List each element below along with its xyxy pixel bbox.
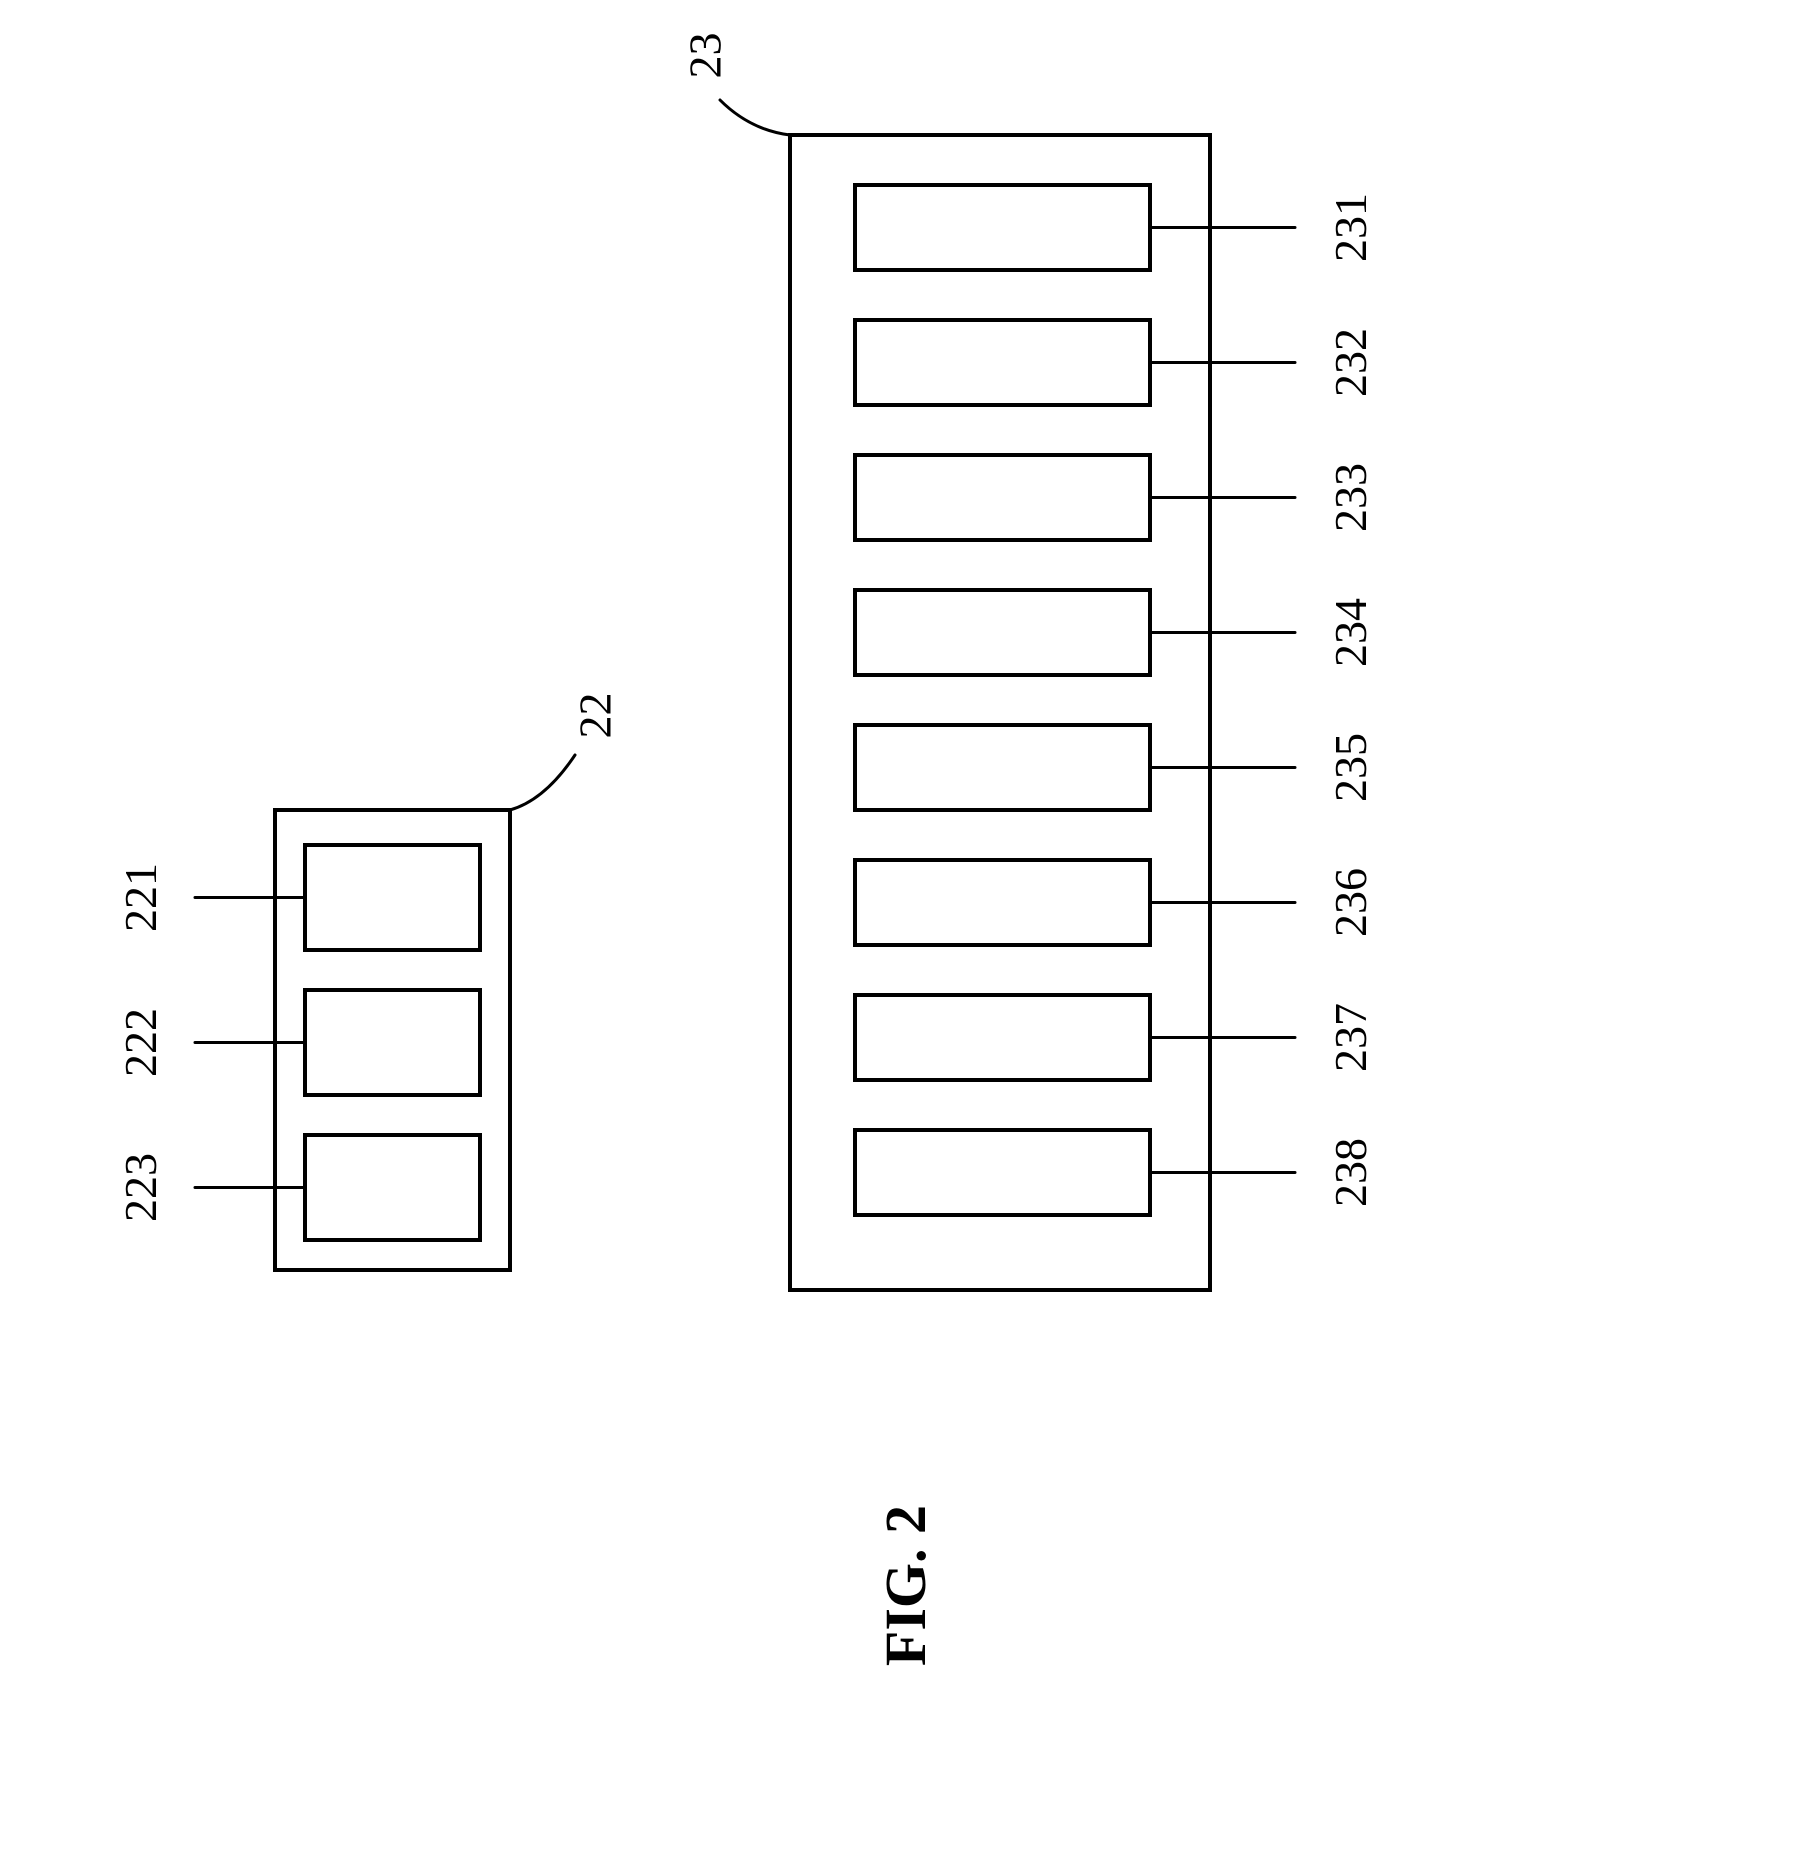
leader-22 (510, 755, 575, 810)
label-232: 232 (1324, 328, 1377, 397)
label-235: 235 (1324, 733, 1377, 802)
label-237: 237 (1324, 1003, 1377, 1072)
block23-outer (790, 135, 1210, 1290)
label-236: 236 (1324, 868, 1377, 937)
block22-inner-2 (305, 1135, 480, 1240)
label-234: 234 (1324, 598, 1377, 667)
block23-inner-5 (855, 860, 1150, 945)
block22-outer (275, 810, 510, 1270)
label-221: 221 (114, 863, 167, 932)
label-222: 222 (114, 1008, 167, 1077)
label-23: 23 (679, 32, 732, 78)
label-223: 223 (114, 1153, 167, 1222)
block23-inner-4 (855, 725, 1150, 810)
label-231: 231 (1324, 193, 1377, 262)
block23-inner-7 (855, 1130, 1150, 1215)
block22-inner-0 (305, 845, 480, 950)
label-233: 233 (1324, 463, 1377, 532)
block22-inner-1 (305, 990, 480, 1095)
block23-inner-3 (855, 590, 1150, 675)
label-22: 22 (569, 692, 622, 738)
label-238: 238 (1324, 1138, 1377, 1207)
leader-23 (720, 100, 790, 135)
block23-inner-1 (855, 320, 1150, 405)
block23-inner-6 (855, 995, 1150, 1080)
block23-inner-2 (855, 455, 1150, 540)
block23-inner-0 (855, 185, 1150, 270)
figure-caption: FIG. 2 (872, 1504, 939, 1665)
